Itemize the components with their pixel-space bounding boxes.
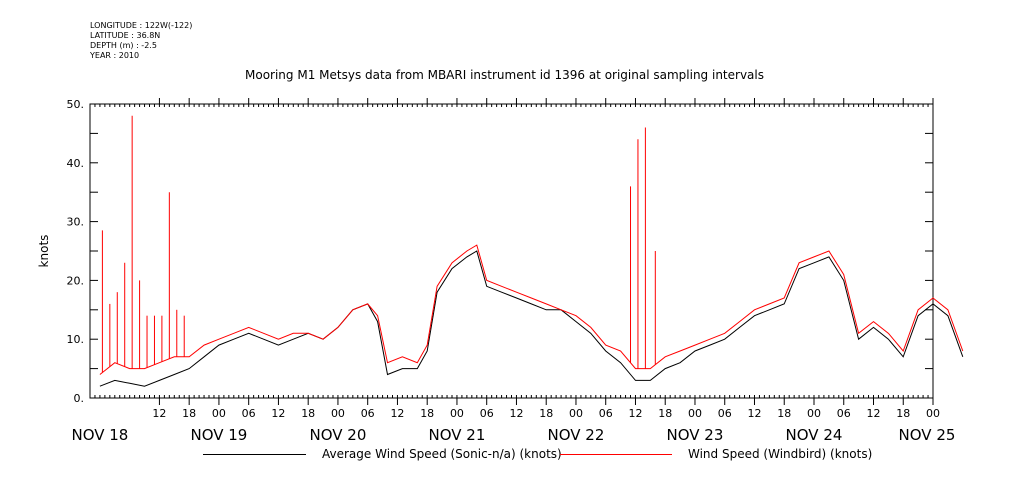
depth-text: DEPTH (m) : -2.5 — [90, 41, 157, 50]
x-tick-label: 12 — [271, 407, 285, 420]
y-tick-label: 30. — [67, 216, 85, 229]
x-tick-label: 00 — [450, 407, 464, 420]
y-tick-label: 20. — [67, 274, 85, 287]
x-tick-label: 06 — [837, 407, 851, 420]
x-day-label: NOV 24 — [786, 426, 843, 444]
x-tick-label: 18 — [182, 407, 196, 420]
x-tick-label: 18 — [301, 407, 315, 420]
x-day-label: NOV 19 — [190, 426, 247, 444]
x-tick-label: 12 — [628, 407, 642, 420]
legend-label-average: Average Wind Speed (Sonic-n/a) (knots) — [322, 447, 562, 461]
y-tick-label: 50. — [67, 98, 85, 111]
x-tick-label: 00 — [807, 407, 821, 420]
series-windbird-line — [99, 244, 964, 375]
x-tick-label: 06 — [599, 407, 613, 420]
legend-line-windbird — [560, 454, 672, 455]
y-tick-label: 10. — [67, 333, 85, 346]
y-axis-label: knots — [37, 235, 51, 268]
x-tick-label: 06 — [242, 407, 256, 420]
x-tick-label: 18 — [777, 407, 791, 420]
x-tick-label: 00 — [212, 407, 226, 420]
x-tick-label: 06 — [480, 407, 494, 420]
chart-title: Mooring M1 Metsys data from MBARI instru… — [245, 68, 764, 82]
x-tick-label: 12 — [390, 407, 404, 420]
x-tick-label: 06 — [718, 407, 732, 420]
x-tick-label: 12 — [509, 407, 523, 420]
x-tick-label: 18 — [658, 407, 672, 420]
longitude-text: LONGITUDE : 122W(-122) — [90, 21, 193, 30]
x-day-label: NOV 21 — [429, 426, 486, 444]
x-tick-label: 12 — [747, 407, 761, 420]
year-text: YEAR : 2010 — [90, 51, 140, 60]
x-tick-label: 00 — [569, 407, 583, 420]
y-tick-label: 0. — [74, 392, 85, 405]
x-tick-label: 12 — [152, 407, 166, 420]
x-tick-label: 00 — [331, 407, 345, 420]
x-tick-label: 00 — [688, 407, 702, 420]
x-tick-label: 12 — [866, 407, 880, 420]
plot-frame — [89, 103, 934, 399]
x-day-label: NOV 20 — [309, 426, 366, 444]
legend-label-windbird: Wind Speed (Windbird) (knots) — [688, 447, 873, 461]
series-average-line — [99, 250, 964, 387]
x-day-label: NOV 18 — [71, 426, 128, 444]
x-day-label: NOV 23 — [667, 426, 724, 444]
x-tick-label: 00 — [926, 407, 940, 420]
x-day-label: NOV 22 — [548, 426, 605, 444]
x-tick-label: 18 — [420, 407, 434, 420]
x-tick-label: 06 — [361, 407, 375, 420]
y-tick-label: 40. — [67, 157, 85, 170]
metadata-block: LONGITUDE : 122W(-122) LATITUDE : 36.8N … — [90, 21, 192, 61]
x-tick-label: 18 — [896, 407, 910, 420]
x-tick-label: 18 — [539, 407, 553, 420]
x-day-label: NOV 25 — [899, 426, 956, 444]
latitude-text: LATITUDE : 36.8N — [90, 31, 161, 40]
legend-line-average — [203, 454, 306, 455]
